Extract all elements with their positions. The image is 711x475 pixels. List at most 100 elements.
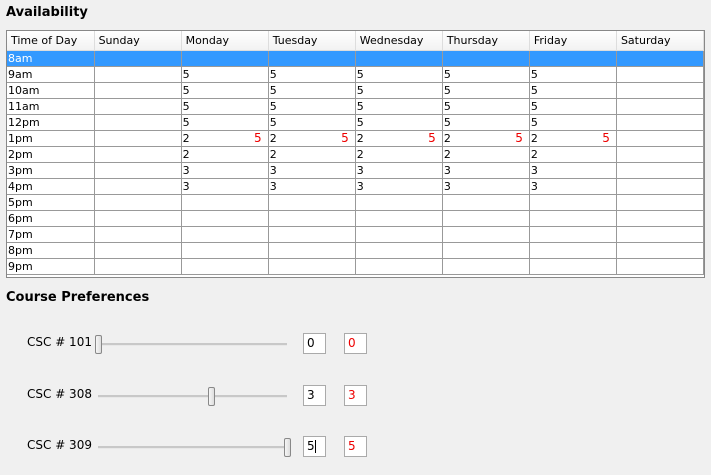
availability-cell[interactable] (93, 50, 182, 67)
time-cell[interactable]: 4pm (7, 178, 95, 195)
availability-cell[interactable] (441, 242, 530, 259)
table-row[interactable]: 4pm 3 3 3 3 3 (7, 178, 705, 195)
availability-cell[interactable]: 5 (441, 98, 530, 115)
availability-cell[interactable] (180, 258, 269, 275)
availability-cell[interactable]: 3 (441, 162, 530, 179)
availability-cell[interactable] (615, 226, 705, 243)
availability-cell[interactable]: 5 (528, 66, 617, 83)
column-header[interactable]: Sunday (94, 31, 182, 51)
slider-thumb[interactable] (284, 438, 291, 457)
availability-cell[interactable] (441, 258, 530, 275)
availability-cell[interactable] (615, 82, 705, 99)
availability-cell[interactable] (93, 82, 182, 99)
availability-cell[interactable]: 3 (528, 178, 617, 195)
availability-cell[interactable] (615, 146, 705, 163)
course-slider[interactable] (98, 387, 287, 406)
availability-cell[interactable]: 3 (354, 162, 443, 179)
slider-thumb[interactable] (208, 387, 216, 406)
availability-cell[interactable] (267, 258, 356, 275)
availability-cell[interactable] (441, 50, 530, 67)
availability-cell[interactable] (528, 242, 617, 259)
column-header[interactable]: Friday (529, 31, 617, 51)
time-cell[interactable]: 1pm (7, 130, 95, 147)
availability-cell[interactable]: 5 (267, 98, 356, 115)
availability-cell[interactable] (93, 146, 182, 163)
course-slider[interactable] (98, 438, 291, 457)
availability-cell[interactable] (354, 210, 443, 227)
availability-cell[interactable] (615, 194, 705, 211)
table-row[interactable]: 9am 5 5 5 5 5 (7, 66, 705, 83)
time-cell[interactable]: 11am (7, 98, 95, 115)
availability-cell[interactable] (267, 242, 356, 259)
availability-cell[interactable] (93, 226, 182, 243)
availability-cell[interactable] (354, 50, 443, 67)
availability-cell[interactable]: 5 (528, 98, 617, 115)
table-row[interactable]: 10am 5 5 5 5 5 (7, 82, 705, 99)
availability-cell[interactable] (180, 50, 269, 67)
course-value-input[interactable]: 3 (303, 385, 326, 406)
course-value-input[interactable]: 5 (303, 436, 326, 457)
availability-cell[interactable] (615, 98, 705, 115)
course-value-input[interactable]: 0 (303, 333, 326, 354)
availability-cell[interactable] (615, 50, 705, 67)
availability-cell[interactable] (615, 258, 705, 275)
availability-cell[interactable] (267, 50, 356, 67)
availability-cell[interactable]: 5 (180, 114, 269, 131)
availability-cell[interactable]: 2 (267, 146, 356, 163)
table-row[interactable]: 6pm (7, 210, 705, 227)
availability-cell[interactable]: 5 (267, 66, 356, 83)
availability-cell[interactable] (93, 194, 182, 211)
time-cell[interactable]: 7pm (7, 226, 95, 243)
table-row[interactable]: 11am 5 5 5 5 5 (7, 98, 705, 115)
column-header[interactable]: Wednesday (355, 31, 443, 51)
time-cell[interactable]: 5pm (7, 194, 95, 211)
time-cell[interactable]: 8am (7, 50, 95, 67)
availability-cell[interactable]: 3 (180, 162, 269, 179)
availability-cell[interactable] (354, 226, 443, 243)
availability-cell[interactable]: 3 (267, 178, 356, 195)
availability-cell[interactable]: 5 (354, 66, 443, 83)
availability-cell[interactable] (93, 98, 182, 115)
availability-cell[interactable] (441, 194, 530, 211)
table-row[interactable]: 8am (7, 50, 705, 67)
availability-cell[interactable]: 3 (441, 178, 530, 195)
time-cell[interactable]: 6pm (7, 210, 95, 227)
availability-cell[interactable] (354, 258, 443, 275)
availability-cell[interactable] (354, 242, 443, 259)
time-cell[interactable]: 2pm (7, 146, 95, 163)
availability-cell[interactable] (180, 210, 269, 227)
table-row[interactable]: 1pm 2 5 2 5 2 5 2 5 2 5 (7, 130, 705, 147)
time-cell[interactable]: 8pm (7, 242, 95, 259)
availability-cell[interactable]: 5 (441, 66, 530, 83)
table-row[interactable]: 3pm 3 3 3 3 3 (7, 162, 705, 179)
availability-cell[interactable] (528, 226, 617, 243)
time-cell[interactable]: 12pm (7, 114, 95, 131)
column-header[interactable]: Time of Day (7, 31, 95, 51)
availability-cell[interactable] (93, 242, 182, 259)
time-cell[interactable]: 10am (7, 82, 95, 99)
time-cell[interactable]: 3pm (7, 162, 95, 179)
availability-cell[interactable] (615, 114, 705, 131)
availability-cell[interactable] (441, 226, 530, 243)
availability-cell[interactable]: 5 (180, 82, 269, 99)
availability-cell[interactable] (615, 210, 705, 227)
column-header[interactable]: Tuesday (268, 31, 356, 51)
time-cell[interactable]: 9pm (7, 258, 95, 275)
availability-cell[interactable] (267, 210, 356, 227)
availability-cell[interactable]: 5 (180, 66, 269, 83)
availability-cell[interactable]: 5 (354, 82, 443, 99)
availability-cell[interactable]: 2 (180, 146, 269, 163)
availability-cell[interactable]: 5 (441, 114, 530, 131)
availability-cell[interactable] (528, 210, 617, 227)
availability-cell[interactable] (93, 162, 182, 179)
table-row[interactable]: 7pm (7, 226, 705, 243)
availability-cell[interactable]: 3 (267, 162, 356, 179)
time-cell[interactable]: 9am (7, 66, 95, 83)
table-row[interactable]: 2pm 2 2 2 2 2 (7, 146, 705, 163)
availability-cell[interactable] (180, 194, 269, 211)
